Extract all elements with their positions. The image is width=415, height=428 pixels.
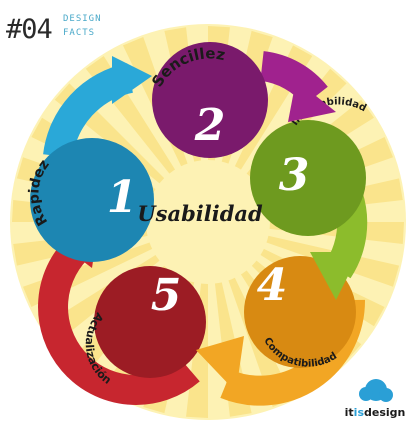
center-label: Usabilidad [137,201,263,226]
step-1-arrowhead [112,56,152,104]
step-3-disc [250,120,366,236]
step-2-arrowhead [288,80,336,122]
step-3-arrowhead [310,252,360,300]
step-4-arrowhead [196,336,244,392]
step-4-number: 4 [257,260,288,311]
step-3-number: 3 [279,150,310,201]
header-number: #04 [6,14,53,45]
step-1-rapidez: 1 Rapidez [26,56,154,262]
step-5-arc [38,232,200,405]
step-2-sencillez: 2 Sencillez [148,42,336,158]
step-2-disc [152,42,268,158]
step-2-arc [259,51,328,106]
step-5-number: 5 [151,270,182,321]
step-2-number: 2 [194,100,226,151]
step-1-disc [30,138,154,262]
header-tag-design: DESIGN [63,14,102,24]
step-5-disc [94,266,206,378]
header-tag-facts: FACTS [63,28,96,38]
brand-logo-icon [359,379,393,402]
step-1-number: 1 [107,172,138,223]
brand-wordmark: itisdesign [344,406,406,419]
step-3-indexabilidad: 3 Indexabilidad [250,96,368,300]
